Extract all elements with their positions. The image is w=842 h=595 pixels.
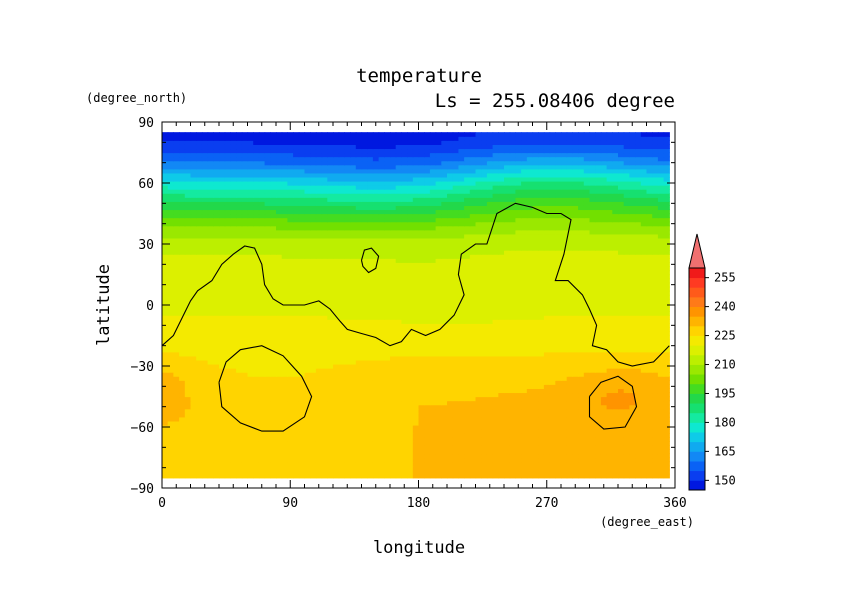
- colorbar-segment: [689, 412, 705, 423]
- contour-line: [218, 345, 313, 432]
- y-tick-label: 60: [138, 177, 154, 192]
- colorbar-tick-label: 225: [714, 329, 736, 343]
- colorbar-segment: [689, 422, 705, 433]
- contour-line: [360, 247, 380, 274]
- colorbar-segment: [689, 345, 705, 356]
- colorbar-tick-label: 240: [714, 300, 736, 314]
- colorbar-segment: [689, 393, 705, 404]
- colorbar-segment: [689, 296, 705, 308]
- colorbar-segment: [689, 441, 705, 452]
- x-tick-label: 360: [663, 496, 686, 511]
- x-tick-label: 0: [158, 496, 166, 511]
- colorbar-tick-label: 150: [714, 473, 736, 487]
- colorbar-segment: [689, 354, 705, 365]
- colorbar-segment: [689, 335, 705, 346]
- colorbar-extension-arrow: [688, 233, 706, 269]
- y-tick-label: 90: [138, 116, 154, 131]
- colorbar-segment: [689, 432, 705, 443]
- colorbar-segment: [689, 306, 705, 317]
- x-tick-label: 90: [282, 496, 298, 511]
- colorbar-tick-label: 165: [714, 444, 736, 458]
- contour-line: [161, 202, 670, 367]
- colorbar-frame: [688, 267, 706, 491]
- colorbar-segment: [689, 451, 705, 462]
- colorbar-segment: [689, 480, 705, 491]
- colorbar-segment: [689, 383, 705, 394]
- y-tick-label: 30: [138, 238, 154, 253]
- colorbar-segment: [689, 374, 705, 385]
- colorbar-tick-label: 195: [714, 386, 736, 400]
- colorbar-segment: [689, 364, 705, 375]
- colorbar-segment: [689, 470, 705, 481]
- colorbar-segment: [689, 325, 705, 336]
- colorbar-segment: [689, 403, 705, 414]
- y-tick-label: −60: [131, 421, 154, 436]
- y-tick-label: −90: [131, 482, 154, 497]
- colorbar-segment: [689, 287, 705, 298]
- colorbar-segment: [689, 277, 705, 288]
- x-unit-label: (degree_east): [600, 515, 694, 529]
- colorbar-segment: [689, 461, 705, 472]
- colorbar: 150 165 180 195 210 225 240 255: [688, 233, 736, 491]
- colorbar-segment: [689, 268, 705, 279]
- x-tick-label: 270: [535, 496, 558, 511]
- temperature-field: [162, 132, 670, 479]
- plot-axes: 0 90 180 270 360 −90 −60 −30 0 30 60 90: [131, 116, 687, 511]
- y-tick-label: −30: [131, 360, 154, 375]
- colorbar-tick-label: 210: [714, 358, 736, 372]
- topography-contours: [161, 202, 670, 432]
- y-unit-label: (degree_north): [86, 91, 187, 105]
- contour-line: [588, 375, 638, 430]
- y-tick-label: 0: [146, 299, 154, 314]
- chart-title: temperature: [356, 65, 482, 87]
- x-axis-label: longitude: [373, 538, 465, 558]
- colorbar-tick-label: 255: [714, 271, 736, 285]
- colorbar-tick-label: 180: [714, 415, 736, 429]
- x-tick-label: 180: [407, 496, 430, 511]
- colorbar-segment: [689, 316, 705, 327]
- y-axis-label: latitude: [94, 264, 114, 346]
- chart-subtitle: Ls = 255.08406 degree: [435, 90, 675, 112]
